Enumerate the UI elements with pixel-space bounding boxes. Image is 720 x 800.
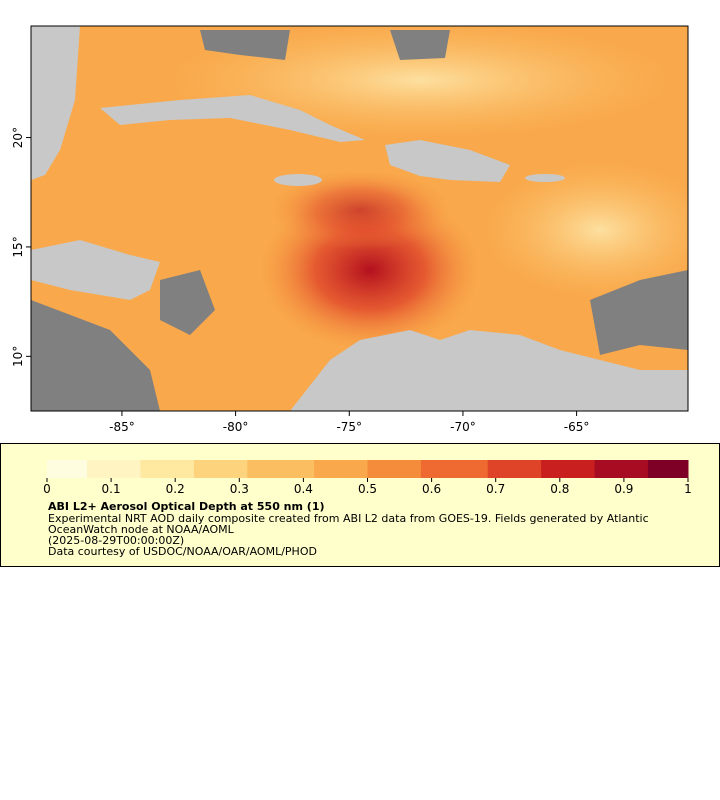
colorbar-tick-label: 1 bbox=[684, 482, 692, 496]
colorbar-swatch bbox=[447, 460, 462, 478]
no-data bbox=[31, 300, 160, 411]
x-tick-label: -85° bbox=[109, 420, 135, 434]
y-tick-label: 20° bbox=[11, 127, 25, 148]
x-tick-label: -65° bbox=[564, 420, 590, 434]
land bbox=[525, 174, 565, 182]
colorbar-swatch bbox=[127, 460, 141, 478]
colorbar-swatch bbox=[260, 460, 275, 478]
land bbox=[31, 26, 80, 180]
colorbar-swatch bbox=[180, 460, 195, 478]
colorbar-swatch bbox=[220, 460, 235, 478]
legend-line: Data courtesy of USDOC/NOAA/OAR/AOML/PHO… bbox=[48, 545, 317, 558]
colorbar-swatch bbox=[300, 460, 315, 478]
colorbar-swatch bbox=[407, 460, 422, 478]
colorbar-swatch bbox=[327, 460, 342, 478]
colorbar-swatch bbox=[634, 460, 649, 478]
land bbox=[31, 240, 160, 300]
no-data bbox=[200, 30, 290, 60]
legend-line: Experimental NRT AOD daily composite cre… bbox=[48, 512, 649, 525]
land bbox=[385, 140, 510, 182]
colorbar-swatch bbox=[193, 460, 208, 478]
colorbar-swatch bbox=[233, 460, 248, 478]
colorbar-swatch bbox=[167, 460, 182, 478]
colorbar-swatch bbox=[47, 460, 61, 478]
colorbar-swatch bbox=[581, 460, 596, 478]
colorbar-swatch bbox=[594, 460, 609, 478]
colorbar-swatch bbox=[487, 460, 502, 478]
colorbar-swatch bbox=[434, 460, 449, 478]
colorbar-swatch bbox=[514, 460, 529, 478]
legend-title: ABI L2+ Aerosol Optical Depth at 550 nm … bbox=[48, 500, 325, 513]
colorbar-tick-label: 0.2 bbox=[166, 482, 185, 496]
colorbar-swatch bbox=[113, 460, 128, 478]
colorbar-tick-label: 0.6 bbox=[422, 482, 441, 496]
colorbar-swatch bbox=[554, 460, 569, 478]
colorbar-tick-label: 0.3 bbox=[230, 482, 249, 496]
map-frame bbox=[30, 25, 689, 412]
colorbar-tick-label: 0.5 bbox=[358, 482, 377, 496]
y-tick-label: 15° bbox=[11, 236, 25, 257]
no-data bbox=[590, 270, 688, 355]
colorbar-swatch bbox=[207, 460, 222, 478]
colorbar-swatch bbox=[287, 460, 302, 478]
colorbar-swatch bbox=[153, 460, 168, 478]
colorbar-swatch bbox=[661, 460, 676, 478]
colorbar-swatch bbox=[647, 460, 662, 478]
colorbar-swatch bbox=[354, 460, 368, 478]
colorbar-swatch bbox=[87, 460, 101, 478]
colorbar-swatch bbox=[367, 460, 382, 478]
x-tick-label: -80° bbox=[223, 420, 249, 434]
colorbar-swatch bbox=[314, 460, 328, 478]
land bbox=[274, 174, 322, 186]
no-data bbox=[390, 30, 450, 60]
aod-field bbox=[480, 160, 688, 300]
colorbar-swatch bbox=[274, 460, 288, 478]
legend-line: (2025-08-29T00:00:00Z) bbox=[48, 534, 184, 547]
colorbar-swatch bbox=[420, 460, 435, 478]
aod-field bbox=[270, 170, 450, 250]
colorbar-swatch bbox=[501, 460, 515, 478]
legend-line: OceanWatch node at NOAA/AOML bbox=[48, 523, 235, 536]
colorbar-swatch bbox=[140, 460, 155, 478]
colorbar-swatch bbox=[247, 460, 262, 478]
colorbar-swatch bbox=[60, 460, 75, 478]
colorbar-swatch bbox=[607, 460, 622, 478]
x-tick-label: -70° bbox=[450, 420, 476, 434]
colorbar-swatch bbox=[621, 460, 636, 478]
y-tick-label: 10° bbox=[11, 346, 25, 367]
colorbar-tick-label: 0.7 bbox=[486, 482, 505, 496]
colorbar-tick-label: 0.8 bbox=[550, 482, 569, 496]
colorbar-swatch bbox=[541, 460, 555, 478]
colorbar-swatch bbox=[73, 460, 88, 478]
colorbar-swatch bbox=[380, 460, 395, 478]
colorbar-swatch bbox=[567, 460, 582, 478]
colorbar-swatch bbox=[474, 460, 489, 478]
colorbar-swatch bbox=[394, 460, 409, 478]
land bbox=[290, 330, 688, 411]
colorbar-tick-label: 0.4 bbox=[294, 482, 313, 496]
colorbar-swatch bbox=[100, 460, 115, 478]
colorbar-swatch bbox=[460, 460, 475, 478]
colorbar-tick-label: 0.1 bbox=[102, 482, 121, 496]
colorbar-swatch bbox=[674, 460, 689, 478]
map bbox=[31, 26, 688, 411]
x-tick-label: -75° bbox=[336, 420, 362, 434]
no-data bbox=[160, 270, 215, 335]
colorbar-swatch bbox=[340, 460, 355, 478]
land bbox=[100, 95, 365, 142]
colorbar-tick-label: 0 bbox=[43, 482, 51, 496]
colorbar-tick-label: 0.9 bbox=[614, 482, 633, 496]
colorbar-swatch bbox=[527, 460, 542, 478]
